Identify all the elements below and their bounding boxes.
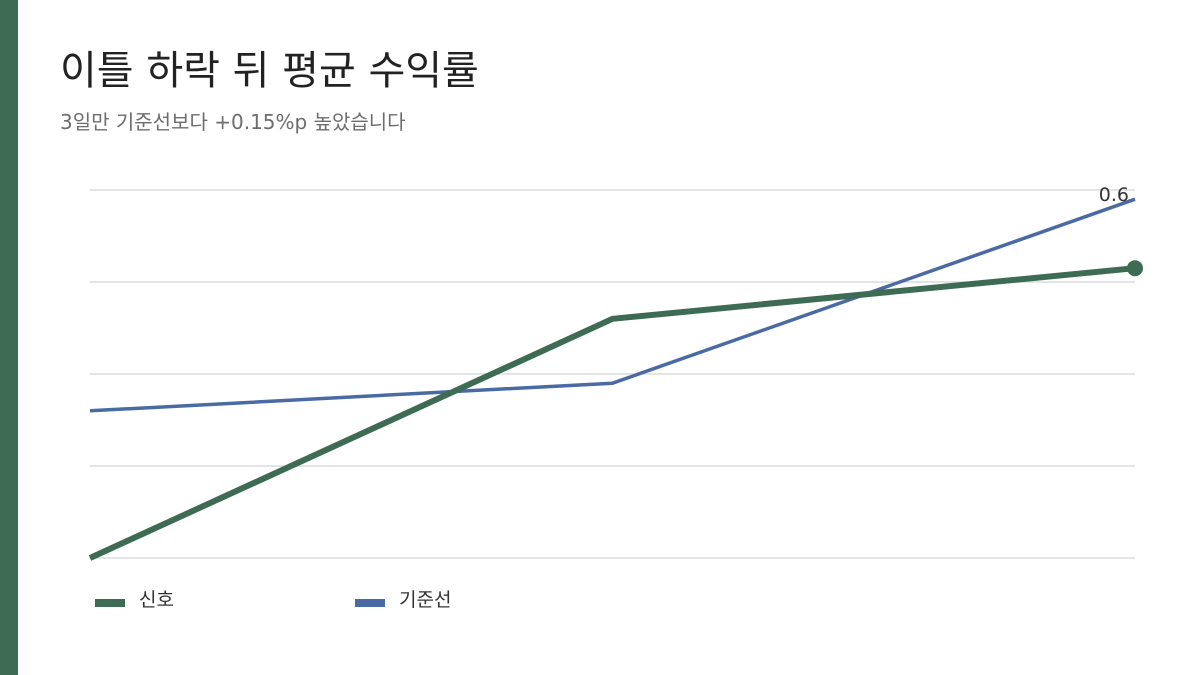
- series-line-baseline: [89, 197, 1136, 413]
- gridlines: [90, 189, 1135, 559]
- legend-swatch-signal: [95, 599, 125, 607]
- series-lines: [88, 197, 1136, 561]
- series-end-label-baseline: 0.6: [1099, 184, 1129, 206]
- series-end-marker-signal: [1127, 260, 1143, 277]
- legend-swatch-baseline: [355, 599, 385, 607]
- legend-item-signal: 신호: [95, 583, 174, 613]
- chart-title: 이틀 하락 뒤 평균 수익률: [60, 48, 479, 94]
- chart-subtitle: 3일만 기준선보다 +0.15%p 높았습니다: [60, 110, 406, 134]
- series-line-signal: [88, 265, 1136, 561]
- legend: 신호 기준선: [95, 583, 795, 613]
- legend-item-baseline: 기준선: [355, 583, 451, 613]
- legend-label-baseline: 기준선: [399, 588, 452, 611]
- data-labels: 0.6: [1099, 184, 1143, 277]
- legend-label-signal: 신호: [139, 588, 174, 611]
- accent-bar: [0, 0, 18, 675]
